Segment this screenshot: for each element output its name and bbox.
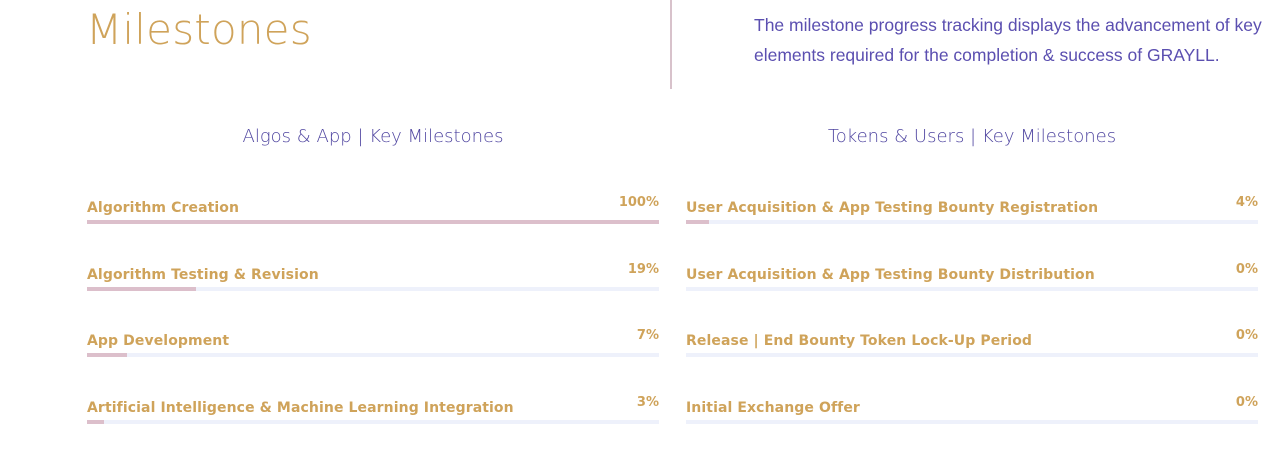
progress-track [686, 286, 1258, 291]
milestone-item: App Development 7% [87, 325, 659, 392]
progress-track [87, 220, 659, 224]
milestone-label: User Acquisition & App Testing Bounty Re… [686, 200, 1099, 216]
milestone-percent: 0% [1235, 261, 1258, 277]
milestone-percent: 3% [636, 395, 659, 411]
milestone-item: User Acquisition & App Testing Bounty Di… [686, 259, 1258, 326]
progress-fill [87, 420, 105, 425]
milestone-percent: 4% [1235, 195, 1258, 210]
milestone-percent: 7% [636, 328, 659, 344]
milestone-label: Algorithm Testing & Revision [87, 266, 319, 283]
milestone-label: Initial Exchange Offer [686, 400, 860, 417]
milestone-percent: 0% [1235, 328, 1258, 344]
header-divider [670, 0, 672, 89]
progress-track [87, 420, 659, 425]
tokens-users-milestones-section: Tokens & Users | Key Milestones User Acq… [686, 121, 1258, 459]
progress-track [87, 353, 659, 358]
progress-track [87, 286, 659, 291]
milestone-item: Initial Exchange Offer 0% [686, 392, 1258, 459]
milestone-percent: 19% [627, 261, 659, 277]
progress-fill [87, 286, 196, 291]
algos-app-milestones-section: Algos & App | Key Milestones Algorithm C… [87, 121, 659, 459]
milestone-label: App Development [87, 333, 230, 350]
progress-fill [686, 220, 709, 224]
milestone-item: Algorithm Testing & Revision 19% [87, 259, 659, 326]
milestone-item: Algorithm Creation 100% [87, 192, 659, 259]
milestone-percent: 100% [618, 195, 659, 210]
intro-text: The milestone progress tracking displays… [754, 15, 1262, 65]
milestone-item: User Acquisition & App Testing Bounty Re… [686, 192, 1258, 259]
progress-track [686, 220, 1258, 224]
progress-fill [87, 353, 128, 358]
page-title: Milestones [86, 5, 312, 54]
progress-fill [87, 220, 659, 224]
progress-track [686, 420, 1258, 425]
milestone-label: User Acquisition & App Testing Bounty Di… [686, 266, 1095, 283]
milestone-percent: 0% [1235, 395, 1258, 411]
algos-app-heading: Algos & App | Key Milestones [242, 126, 504, 147]
tokens-users-heading: Tokens & Users | Key Milestones [827, 126, 1117, 147]
milestone-item: Artificial Intelligence & Machine Learni… [87, 392, 659, 459]
milestone-label: Artificial Intelligence & Machine Learni… [87, 400, 514, 417]
progress-track [686, 353, 1258, 358]
milestone-item: Release | End Bounty Token Lock-Up Perio… [686, 325, 1258, 392]
milestone-label: Release | End Bounty Token Lock-Up Perio… [686, 333, 1033, 350]
milestone-label: Algorithm Creation [87, 200, 240, 216]
